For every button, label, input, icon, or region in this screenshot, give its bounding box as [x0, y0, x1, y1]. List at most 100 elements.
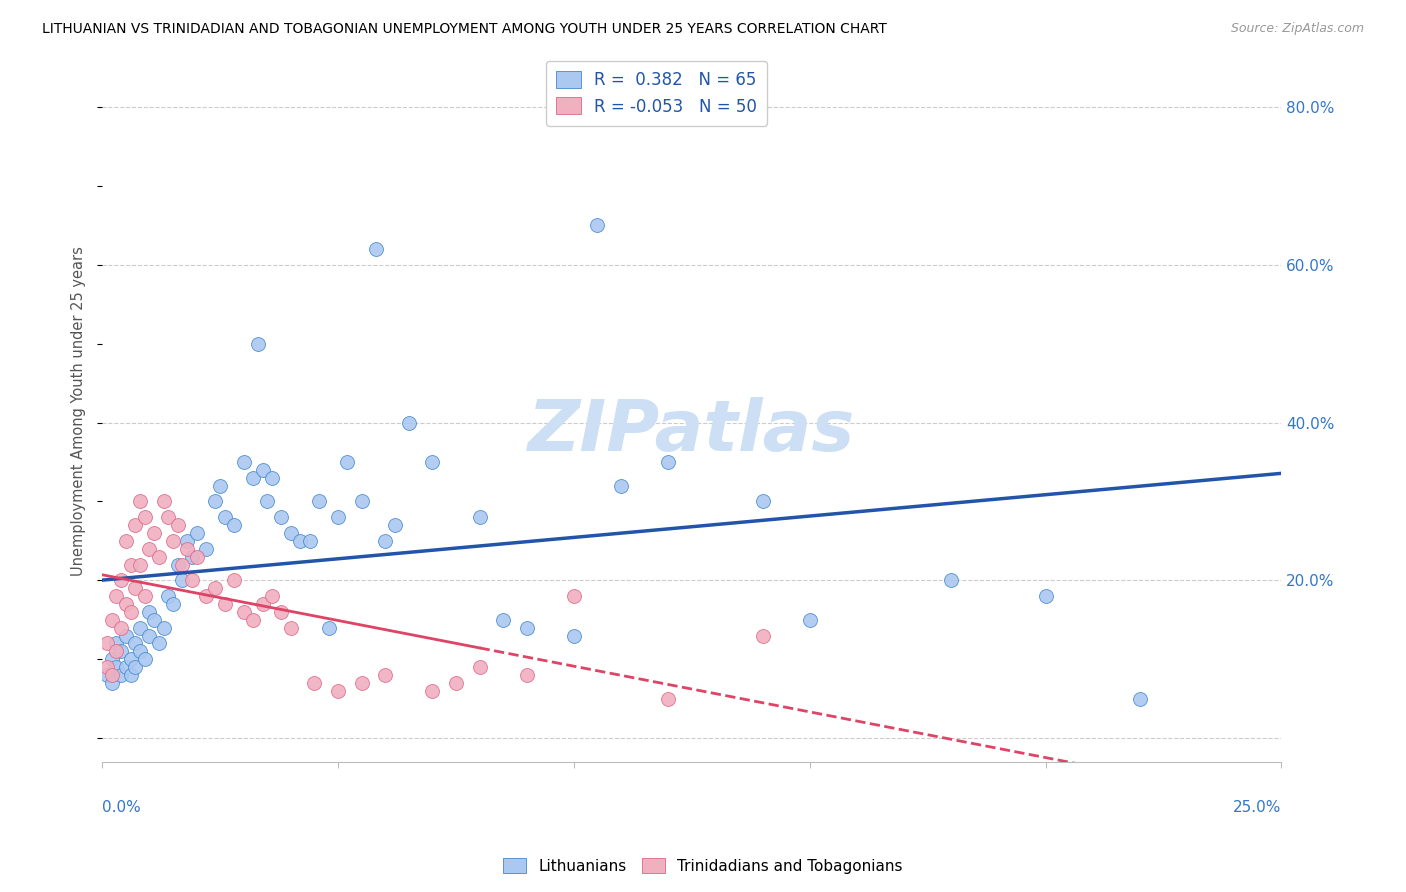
Point — [172, 558, 194, 572]
Point — [105, 589, 128, 603]
Point — [209, 478, 232, 492]
Point — [120, 605, 142, 619]
Legend: R =  0.382   N = 65, R = -0.053   N = 50: R = 0.382 N = 65, R = -0.053 N = 50 — [546, 61, 768, 126]
Text: Source: ZipAtlas.com: Source: ZipAtlas.com — [1230, 22, 1364, 36]
Point — [100, 613, 122, 627]
Point — [422, 683, 444, 698]
Point — [562, 628, 585, 642]
Point — [124, 518, 146, 533]
Point — [1129, 691, 1152, 706]
Point — [114, 660, 136, 674]
Point — [657, 691, 679, 706]
Point — [260, 471, 283, 485]
Point — [336, 455, 359, 469]
Y-axis label: Unemployment Among Youth under 25 years: Unemployment Among Youth under 25 years — [72, 246, 86, 575]
Point — [134, 510, 156, 524]
Point — [326, 683, 349, 698]
Point — [374, 668, 396, 682]
Point — [308, 494, 330, 508]
Point — [298, 533, 321, 548]
Point — [468, 510, 491, 524]
Point — [398, 416, 420, 430]
Point — [214, 597, 236, 611]
Point — [129, 494, 152, 508]
Point — [214, 510, 236, 524]
Point — [1035, 589, 1057, 603]
Point — [143, 613, 166, 627]
Point — [120, 668, 142, 682]
Point — [444, 676, 467, 690]
Point — [586, 219, 609, 233]
Point — [124, 636, 146, 650]
Point — [105, 636, 128, 650]
Point — [100, 652, 122, 666]
Point — [280, 526, 302, 541]
Point — [148, 549, 170, 564]
Point — [114, 628, 136, 642]
Point — [204, 494, 226, 508]
Point — [162, 533, 184, 548]
Point — [110, 644, 132, 658]
Point — [129, 558, 152, 572]
Point — [384, 518, 406, 533]
Point — [350, 494, 373, 508]
Point — [562, 589, 585, 603]
Point — [124, 660, 146, 674]
Point — [941, 574, 963, 588]
Point — [143, 526, 166, 541]
Point — [120, 558, 142, 572]
Point — [657, 455, 679, 469]
Point — [326, 510, 349, 524]
Point — [176, 541, 198, 556]
Point — [180, 574, 202, 588]
Point — [224, 574, 246, 588]
Point — [242, 471, 264, 485]
Point — [138, 605, 160, 619]
Point — [105, 644, 128, 658]
Point — [162, 597, 184, 611]
Point — [134, 589, 156, 603]
Point — [799, 613, 821, 627]
Point — [516, 621, 538, 635]
Point — [224, 518, 246, 533]
Point — [270, 510, 292, 524]
Point — [180, 549, 202, 564]
Point — [186, 526, 208, 541]
Point — [157, 589, 180, 603]
Point — [195, 589, 218, 603]
Point — [290, 533, 312, 548]
Point — [304, 676, 326, 690]
Point — [110, 668, 132, 682]
Point — [100, 676, 122, 690]
Point — [152, 621, 174, 635]
Point — [204, 581, 226, 595]
Point — [157, 510, 180, 524]
Text: 25.0%: 25.0% — [1233, 800, 1281, 815]
Point — [166, 558, 188, 572]
Point — [195, 541, 218, 556]
Point — [270, 605, 292, 619]
Point — [96, 668, 118, 682]
Point — [610, 478, 633, 492]
Point — [105, 660, 128, 674]
Point — [134, 652, 156, 666]
Point — [172, 574, 194, 588]
Point — [252, 463, 274, 477]
Point — [100, 668, 122, 682]
Point — [129, 621, 152, 635]
Point — [516, 668, 538, 682]
Point — [129, 644, 152, 658]
Point — [114, 597, 136, 611]
Point — [492, 613, 515, 627]
Point — [374, 533, 396, 548]
Point — [260, 589, 283, 603]
Point — [96, 660, 118, 674]
Point — [280, 621, 302, 635]
Point — [232, 455, 254, 469]
Point — [124, 581, 146, 595]
Point — [751, 494, 773, 508]
Point — [110, 621, 132, 635]
Point — [96, 636, 118, 650]
Point — [751, 628, 773, 642]
Point — [318, 621, 340, 635]
